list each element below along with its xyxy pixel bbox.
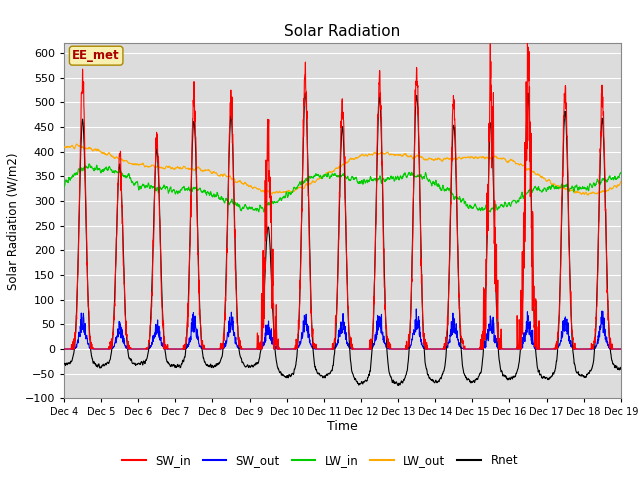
LW_in [60,184,68,190]
LW_in [568,183,576,189]
SW_out [504,346,512,352]
SW_out [358,346,366,352]
SW_out [412,306,420,312]
SW_in [568,325,575,331]
LW_out [60,144,68,150]
Line: LW_out: LW_out [64,144,621,195]
LW_out [371,150,379,156]
SW_in [358,346,366,352]
Rnet [216,360,223,366]
X-axis label: Time: Time [327,420,358,433]
LW_in [85,161,93,167]
LW_out [617,179,625,184]
LW_out [72,141,80,147]
Rnet [358,381,366,386]
SW_in [60,346,68,352]
Line: SW_out: SW_out [64,309,621,349]
SW_out [617,346,625,352]
SW_in [584,346,591,352]
LW_in [359,181,367,187]
Title: Solar Radiation: Solar Radiation [284,24,401,39]
LW_out [504,158,512,164]
Rnet [568,336,576,341]
SW_in [617,346,625,352]
LW_in [617,170,625,176]
LW_out [584,192,592,198]
LW_in [584,183,591,189]
SW_out [371,340,378,346]
LW_in [505,200,513,206]
Line: LW_in: LW_in [64,164,621,212]
Text: EE_met: EE_met [72,49,120,62]
Rnet [617,366,625,372]
SW_out [568,343,575,349]
SW_out [60,346,68,352]
SW_out [584,346,591,352]
Rnet [371,279,378,285]
SW_in [216,346,223,352]
LW_out [584,192,591,197]
Rnet [60,360,68,366]
SW_in [524,40,531,46]
SW_out [609,346,617,352]
Rnet [524,90,532,96]
Line: Rnet: Rnet [64,93,621,385]
Y-axis label: Solar Radiation (W/m2): Solar Radiation (W/m2) [6,152,19,289]
Rnet [584,372,591,377]
Line: SW_in: SW_in [64,43,621,349]
SW_in [504,346,512,352]
SW_out [216,346,223,352]
LW_in [216,196,223,202]
Rnet [394,383,402,388]
LW_out [568,187,575,193]
LW_out [216,173,223,179]
LW_in [371,176,379,181]
SW_in [371,277,378,283]
Legend: SW_in, SW_out, LW_in, LW_out, Rnet: SW_in, SW_out, LW_in, LW_out, Rnet [117,449,523,472]
Rnet [504,376,512,382]
LW_out [359,152,367,157]
LW_in [260,209,268,215]
SW_in [609,346,617,352]
